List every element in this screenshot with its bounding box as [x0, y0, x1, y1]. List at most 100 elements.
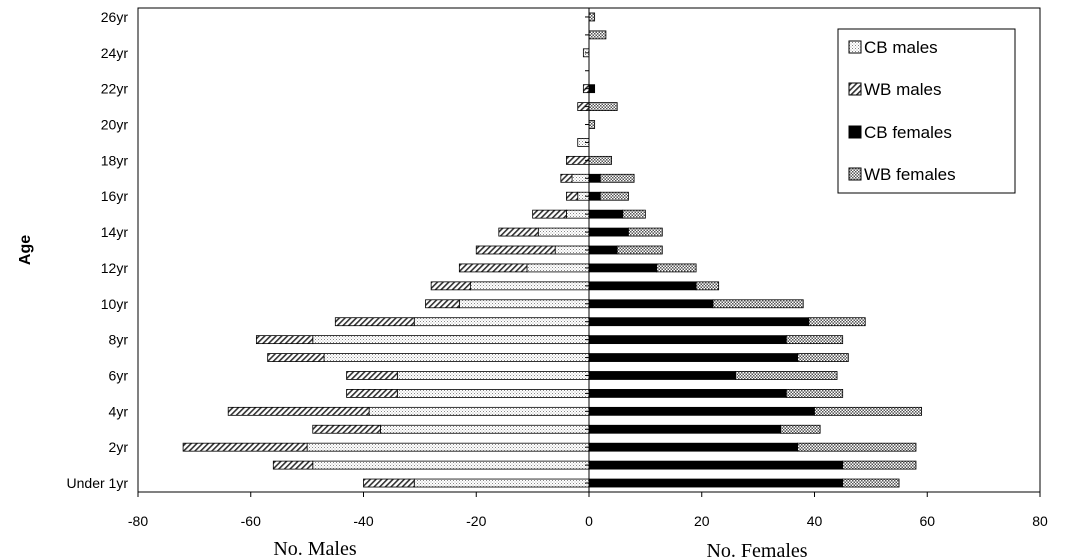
bar-cb-females-3yr	[588, 424, 782, 434]
bar-wb-females-13yr	[616, 245, 663, 255]
y-tick-label: 4yr	[109, 403, 129, 419]
x-axis-label-males: No. Males	[273, 538, 357, 559]
bar-wb-males-12yr	[458, 263, 528, 273]
legend-swatch-cb-females	[848, 125, 862, 139]
bar-wb-males-16yr	[566, 191, 579, 201]
y-tick-label: Under 1yr	[67, 475, 129, 491]
bar-cb-females-13yr	[588, 245, 618, 255]
legend-label-cb-males: CB males	[864, 38, 938, 57]
x-tick-label: -80	[128, 513, 148, 529]
y-tick-label: 26yr	[101, 9, 129, 25]
x-tick-label: 0	[585, 513, 593, 529]
bar-wb-females-1yr	[842, 460, 917, 470]
bar-wb-males-6yr	[346, 371, 398, 380]
bar-wb-females-15yr	[622, 209, 646, 219]
bar-wb-males-5yr	[346, 389, 398, 398]
bar-cb-females-15yr	[588, 209, 624, 219]
bar-cb-females-2yr	[588, 442, 798, 452]
bar-wb-females-6yr	[735, 371, 838, 380]
bar-cb-females-14yr	[588, 227, 629, 237]
bar-cb-females-6yr	[588, 371, 736, 380]
bar-cb-males-10yr	[458, 299, 590, 309]
legend-box	[837, 28, 1016, 194]
legend-swatch-wb-females	[848, 167, 862, 181]
bar-cb-males-4yr	[368, 406, 590, 416]
legend: CB males WB males CB females WB females	[837, 28, 1016, 194]
bar-cb-females-under-1yr	[588, 478, 844, 488]
bar-wb-females-12yr	[656, 263, 697, 273]
bar-wb-females-under-1yr	[842, 478, 900, 488]
bar-wb-males-4yr	[227, 406, 370, 416]
bar-cb-females-22yr	[588, 84, 596, 94]
bar-wb-females-8yr	[785, 335, 844, 345]
bar-wb-males-10yr	[425, 299, 460, 309]
legend-swatch-wb-males	[848, 82, 862, 96]
x-tick-label: -20	[466, 513, 486, 529]
bar-wb-males-1yr	[272, 460, 314, 470]
y-tick-label: 12yr	[101, 260, 129, 276]
bar-wb-males-2yr	[182, 442, 308, 452]
bar-cb-females-12yr	[588, 263, 658, 273]
bar-cb-females-17yr	[588, 173, 601, 183]
bar-cb-males-3yr	[380, 424, 590, 434]
x-tick-label: 40	[807, 513, 823, 529]
bar-cb-females-8yr	[588, 335, 787, 345]
bar-cb-males-8yr	[312, 335, 590, 345]
bar-wb-males-7yr	[267, 353, 325, 362]
bar-cb-males-6yr	[396, 371, 590, 380]
bar-wb-males-under-1yr	[363, 478, 415, 488]
bar-wb-females-3yr	[780, 424, 821, 434]
y-tick-label: 18yr	[101, 152, 129, 168]
x-tick-label: 20	[694, 513, 710, 529]
y-tick-label: 22yr	[101, 81, 129, 97]
bar-cb-males-1yr	[312, 460, 590, 470]
x-tick-label: -60	[241, 513, 261, 529]
bar-cb-females-16yr	[588, 191, 601, 201]
bar-wb-males-13yr	[475, 245, 556, 255]
legend-swatch-cb-males	[848, 40, 862, 54]
bar-cb-males-14yr	[537, 227, 590, 237]
bar-cb-males-13yr	[554, 245, 590, 255]
y-axis-label: Age	[17, 235, 34, 265]
bar-wb-females-21yr	[588, 102, 618, 111]
bar-wb-males-17yr	[560, 173, 573, 183]
y-tick-label: 14yr	[101, 224, 129, 240]
bar-cb-females-11yr	[588, 281, 697, 291]
axis-layer: Under 1yr 2yr 4yr 6yr 8yr 10yr 12yr 14yr 16yr 18y…	[67, 8, 1048, 529]
bar-cb-males-9yr	[413, 317, 590, 327]
bar-cb-males-12yr	[526, 263, 590, 273]
legend-label-wb-females: WB females	[864, 165, 956, 184]
bar-wb-females-10yr	[712, 299, 804, 309]
bar-cb-females-10yr	[588, 299, 714, 309]
legend-label-wb-males: WB males	[864, 80, 941, 99]
y-tick-label: 24yr	[101, 45, 129, 61]
bar-cb-males-5yr	[396, 389, 590, 398]
bar-wb-males-3yr	[312, 424, 381, 434]
bar-cb-males-2yr	[306, 442, 590, 452]
bar-wb-males-14yr	[498, 227, 539, 237]
bar-wb-males-15yr	[532, 209, 567, 219]
y-tick-label: 2yr	[109, 439, 129, 455]
bar-wb-females-16yr	[599, 191, 629, 201]
bar-wb-females-26yr	[588, 12, 596, 22]
bar-wb-females-2yr	[797, 442, 917, 452]
y-tick-label: 8yr	[109, 332, 129, 348]
bar-wb-males-11yr	[430, 281, 472, 291]
bar-wb-males-9yr	[334, 317, 415, 327]
bar-cb-males-under-1yr	[413, 478, 590, 488]
y-tick-label: 20yr	[101, 117, 129, 133]
x-tick-label: -40	[353, 513, 373, 529]
bar-cb-females-4yr	[588, 406, 815, 416]
y-tick-label: 10yr	[101, 296, 129, 312]
legend-label-cb-females: CB females	[864, 123, 952, 142]
y-tick-label: 6yr	[109, 367, 129, 383]
bar-wb-males-8yr	[255, 335, 314, 345]
bar-wb-females-5yr	[785, 389, 844, 398]
bar-wb-females-25yr	[588, 30, 607, 40]
x-tick-label: 60	[919, 513, 935, 529]
bar-cb-females-5yr	[588, 389, 787, 398]
bar-cb-males-7yr	[323, 353, 590, 362]
bar-wb-females-7yr	[797, 353, 849, 362]
bar-wb-females-18yr	[588, 155, 612, 165]
